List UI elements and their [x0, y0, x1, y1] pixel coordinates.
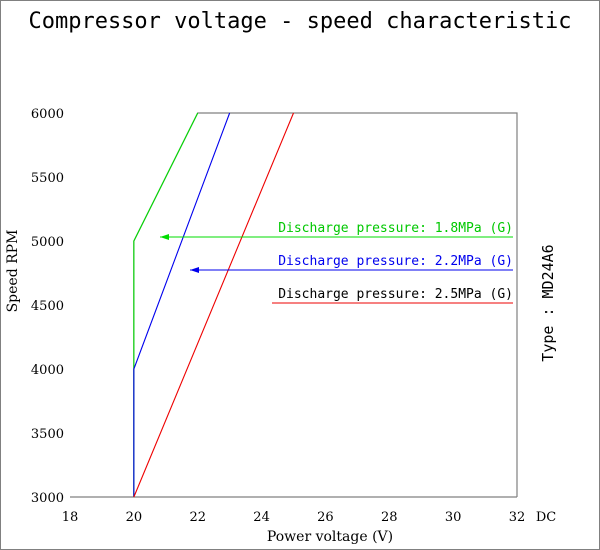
x-axis-title: Power voltage (V) [267, 529, 393, 545]
y-tick-label-3000: 3000 [31, 491, 64, 506]
legend-arrow-1 [160, 234, 169, 240]
x-tick-label-26: 26 [317, 510, 334, 525]
x-tick-label-30: 30 [445, 510, 462, 525]
legend: Discharge pressure: 1.8MPa (G) Discharge … [160, 221, 513, 304]
x-tick-label-28: 28 [381, 510, 398, 525]
y-tick-label-6000: 6000 [31, 107, 64, 122]
legend-label-2: Discharge pressure: 2.2MPa (G) [278, 254, 513, 269]
y-tick-labels: 3000 3500 4000 4500 5000 5500 6000 [31, 107, 64, 506]
operating-envelope [70, 112, 518, 498]
chart-title: Compressor voltage - speed characteristi… [28, 9, 571, 34]
legend-label-3: Discharge pressure: 2.5MPa (G) [278, 287, 513, 302]
series-group [133, 112, 295, 498]
x-tick-label-18: 18 [62, 510, 79, 525]
y-tick-label-5500: 5500 [31, 171, 64, 186]
x-tick-label-22: 22 [189, 510, 206, 525]
x-tick-label-24: 24 [253, 510, 270, 525]
envelope-outline [133, 112, 518, 497]
series-line-1 [133, 112, 199, 497]
y-tick-label-3500: 3500 [31, 427, 64, 442]
legend-label-1: Discharge pressure: 1.8MPa (G) [278, 221, 513, 236]
x-tick-labels: 18 20 22 24 26 28 30 32 [62, 510, 526, 525]
series-line-2 [133, 112, 231, 497]
y-axis-title: Speed RPM [5, 230, 21, 313]
y-tick-label-4500: 4500 [31, 299, 64, 314]
legend-arrow-2 [190, 267, 199, 273]
x-unit-label: DC [536, 510, 556, 525]
y-tick-label-5000: 5000 [31, 235, 64, 250]
type-label: Type : MD24A6 [539, 244, 557, 361]
series-line-3 [133, 112, 295, 498]
x-tick-label-32: 32 [509, 510, 526, 525]
y-tick-label-4000: 4000 [31, 363, 64, 378]
x-tick-label-20: 20 [126, 510, 143, 525]
